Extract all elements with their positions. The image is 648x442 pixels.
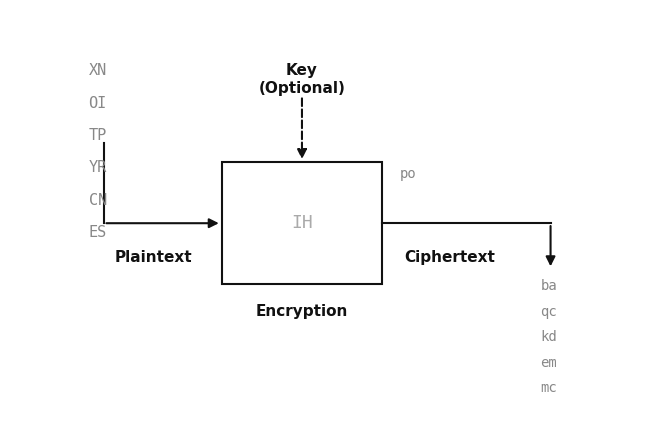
Text: OI: OI [89, 95, 107, 110]
Text: em: em [540, 356, 557, 370]
Text: po: po [400, 167, 417, 181]
Text: YR: YR [89, 160, 107, 175]
Text: Plaintext: Plaintext [115, 251, 192, 266]
Text: mc: mc [540, 381, 557, 396]
Text: XN: XN [89, 63, 107, 78]
Text: IH: IH [291, 214, 313, 232]
Text: ES: ES [89, 225, 107, 240]
Text: Ciphertext: Ciphertext [405, 251, 496, 266]
Text: Encryption: Encryption [256, 304, 348, 319]
Bar [222, 162, 382, 285]
Text: CN: CN [89, 193, 107, 208]
Text: Key
(Optional): Key (Optional) [259, 63, 345, 95]
Text: ba: ba [540, 279, 557, 293]
Text: TP: TP [89, 128, 107, 143]
Text: kd: kd [540, 331, 557, 344]
Text: qc: qc [540, 305, 557, 319]
